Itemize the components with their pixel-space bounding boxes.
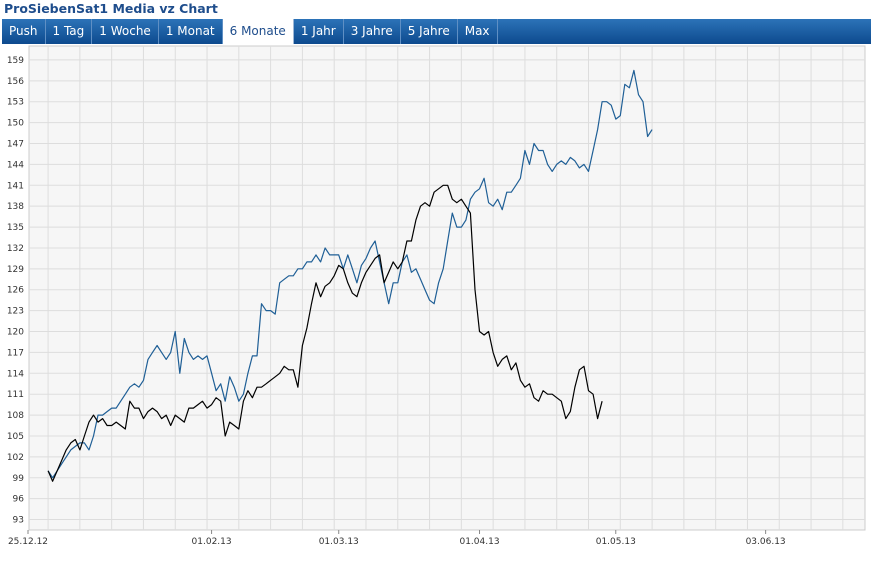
- x-tick-label: 01.04.13: [459, 537, 499, 547]
- chart-title: ProSiebenSat1 Media vz Chart: [4, 1, 218, 16]
- x-tick-label: 03.06.13: [746, 537, 786, 547]
- x-tick-label: 25.12.12: [8, 537, 48, 547]
- y-axis: 93 96 99 102 105 108 111 114 117 120 123 126 129 132 1…: [7, 56, 24, 526]
- x-tick-label: 01.05.13: [596, 537, 636, 547]
- series-line-1: [47, 69, 653, 479]
- y-tick-label: 96: [13, 495, 25, 505]
- x-axis: 25.12.12 01.02.13 01.03.13 01.04.13 01.05.13…: [8, 530, 786, 547]
- y-tick-label: 111: [7, 390, 24, 400]
- x-tick-label: 01.03.13: [319, 537, 359, 547]
- timeframe-tabbar: Push 1 Tag 1 Woche 1 Monat 6 Monate 1 Ja…: [2, 19, 871, 44]
- tab-1-monat[interactable]: 1 Monat: [159, 19, 223, 44]
- tab-6-monate[interactable]: 6 Monate: [222, 19, 294, 44]
- y-tick-label: 141: [7, 181, 24, 191]
- y-tick-label: 114: [7, 369, 24, 379]
- tab-1-jahr[interactable]: 1 Jahr: [294, 19, 344, 44]
- y-tick-label: 105: [7, 432, 24, 442]
- series-line-2: [47, 184, 603, 482]
- y-tick-label: 132: [7, 244, 24, 254]
- y-tick-label: 153: [7, 98, 24, 108]
- tab-3-jahre[interactable]: 3 Jahre: [344, 19, 401, 44]
- y-tick-label: 126: [7, 286, 24, 296]
- tab-5-jahre[interactable]: 5 Jahre: [401, 19, 458, 44]
- tab-max[interactable]: Max: [458, 19, 498, 44]
- y-tick-label: 93: [13, 516, 24, 526]
- y-tick-label: 129: [7, 265, 24, 275]
- y-tick-label: 144: [7, 160, 24, 170]
- y-tick-label: 156: [7, 77, 24, 87]
- series-lines: [47, 69, 653, 482]
- y-tick-label: 150: [7, 119, 24, 129]
- y-tick-label: 102: [7, 453, 24, 463]
- tab-1-tag[interactable]: 1 Tag: [46, 19, 93, 44]
- plot-area: [28, 45, 866, 531]
- y-tick-label: 147: [7, 139, 24, 149]
- y-tick-label: 120: [7, 328, 24, 338]
- price-chart: 93 96 99 102 105 108 111 114 117 120 123 126 129 132 1…: [7, 45, 866, 547]
- y-tick-label: 159: [7, 56, 24, 66]
- y-tick-label: 123: [7, 307, 24, 317]
- y-tick-label: 99: [13, 474, 25, 484]
- y-tick-label: 108: [7, 411, 24, 421]
- y-tick-label: 138: [7, 202, 24, 212]
- y-tick-label: 117: [7, 348, 24, 358]
- x-tick-label: 01.02.13: [192, 537, 232, 547]
- y-tick-label: 135: [7, 223, 24, 233]
- tab-push[interactable]: Push: [2, 19, 46, 44]
- tab-1-woche[interactable]: 1 Woche: [92, 19, 159, 44]
